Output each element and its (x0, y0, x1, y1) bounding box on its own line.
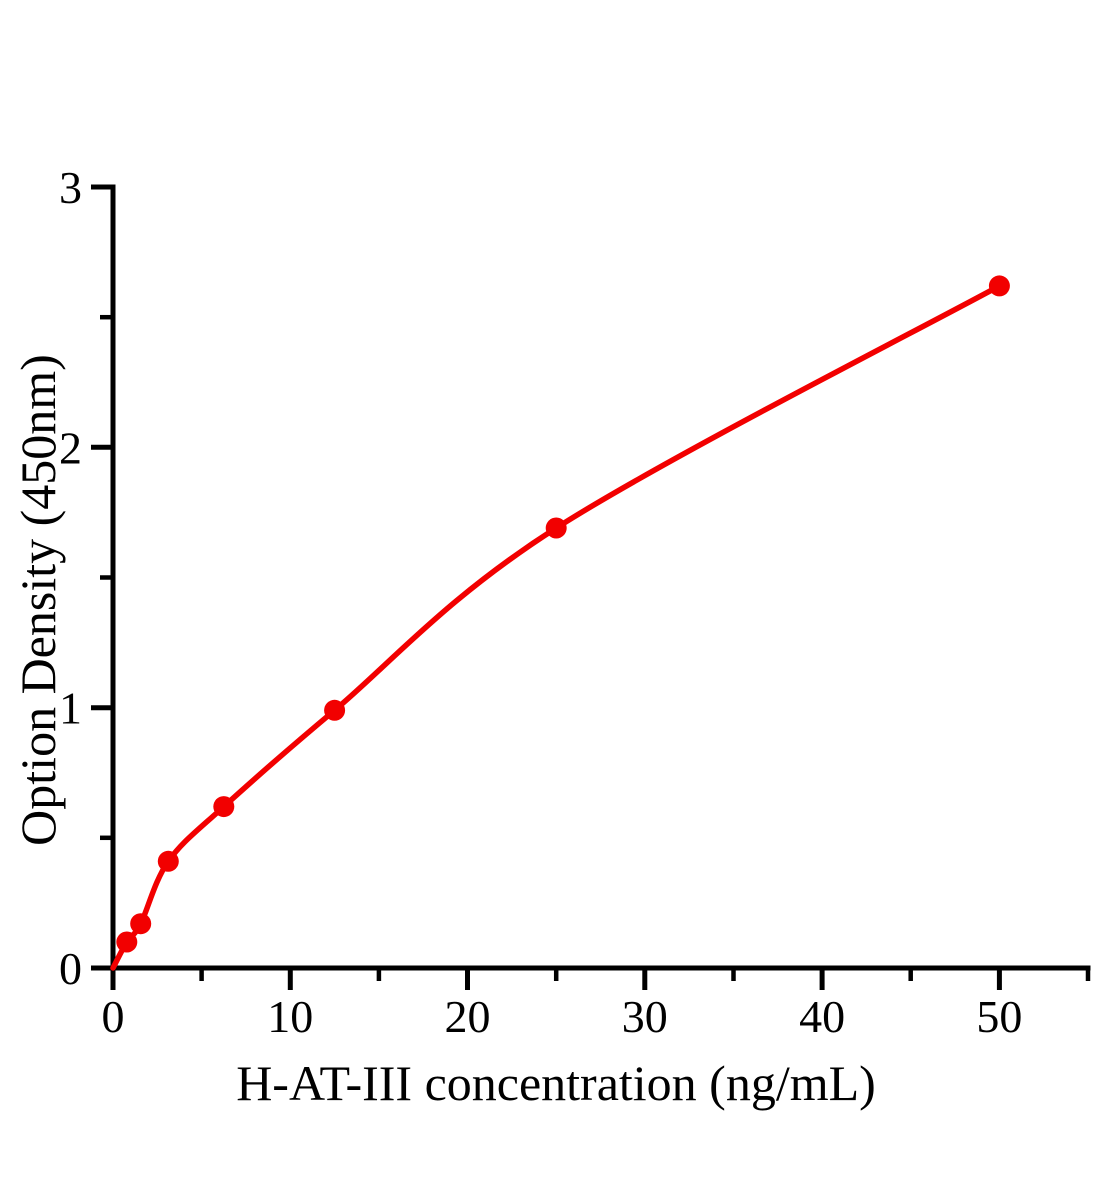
y-tick-label: 1 (59, 683, 82, 734)
data-point (130, 913, 152, 935)
data-point (988, 275, 1010, 297)
fit-curve (110, 283, 1003, 971)
x-tick-label: 0 (102, 991, 125, 1042)
x-tick-label: 30 (622, 991, 668, 1042)
x-tick-label: 50 (976, 991, 1022, 1042)
data-point (545, 517, 567, 539)
y-tick-label: 0 (59, 943, 82, 994)
x-axis-title: H-AT-III concentration (ng/mL) (236, 1055, 876, 1111)
x-tick-label: 20 (445, 991, 491, 1042)
axes-line (110, 184, 1091, 971)
data-point (116, 931, 138, 953)
data-point (157, 850, 179, 872)
data-point (324, 699, 346, 721)
x-tick-label: 10 (267, 991, 313, 1042)
y-tick-label: 3 (59, 162, 82, 213)
data-point (213, 796, 235, 818)
x-tick-label: 40 (799, 991, 845, 1042)
y-axis-title: Option Density (450nm) (10, 354, 66, 846)
y-tick-label: 2 (59, 422, 82, 473)
